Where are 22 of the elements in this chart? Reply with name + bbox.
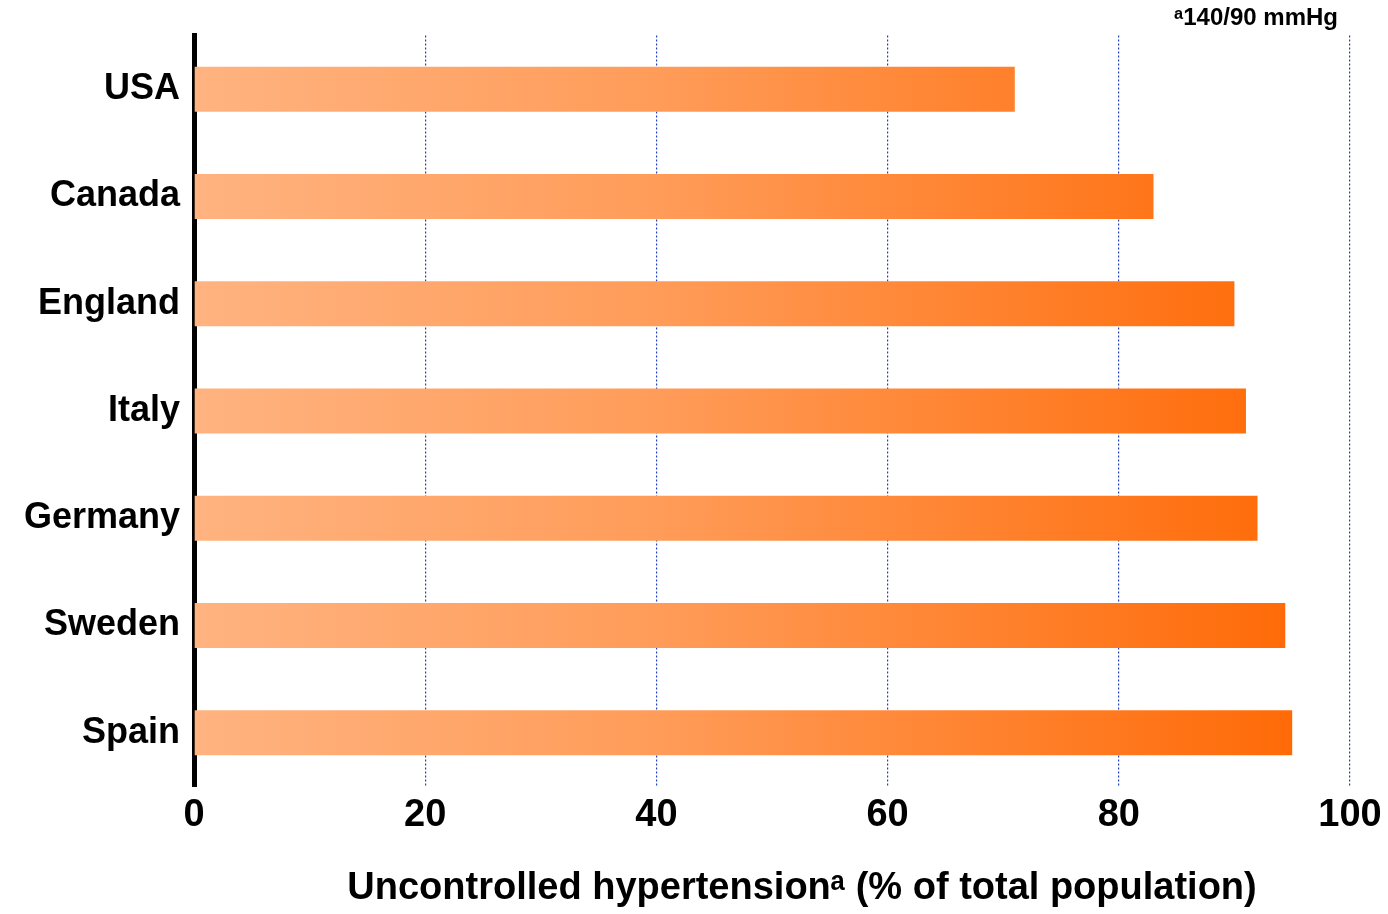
x-tick-label: 60 — [866, 791, 909, 834]
y-tick-label: USA — [104, 66, 181, 108]
text: ᵃ140/90 mmHg — [1174, 2, 1338, 30]
y-tick-label: England — [38, 280, 181, 322]
y-tick-label: Germany — [24, 495, 181, 537]
x-tick-label: 0 — [183, 791, 205, 834]
bar — [194, 495, 1258, 541]
bar — [194, 66, 1015, 112]
bar — [194, 173, 1154, 220]
x-tick-label: 100 — [1318, 791, 1382, 834]
bar — [194, 710, 1293, 756]
x-tick-label: 40 — [635, 791, 678, 834]
y-tick-label: Canada — [50, 173, 182, 215]
x-tick-label: 20 — [404, 791, 447, 834]
y-tick-label: Sweden — [44, 602, 181, 644]
y-tick-label: Italy — [108, 387, 181, 429]
bar — [194, 388, 1246, 434]
bar — [194, 602, 1286, 649]
y-tick-label: Spain — [82, 709, 181, 751]
x-axis-title: Uncontrolled hypertensionᵃ (% of total population) — [347, 865, 1257, 908]
x-tick-label: 80 — [1097, 791, 1140, 834]
bar — [194, 281, 1235, 327]
